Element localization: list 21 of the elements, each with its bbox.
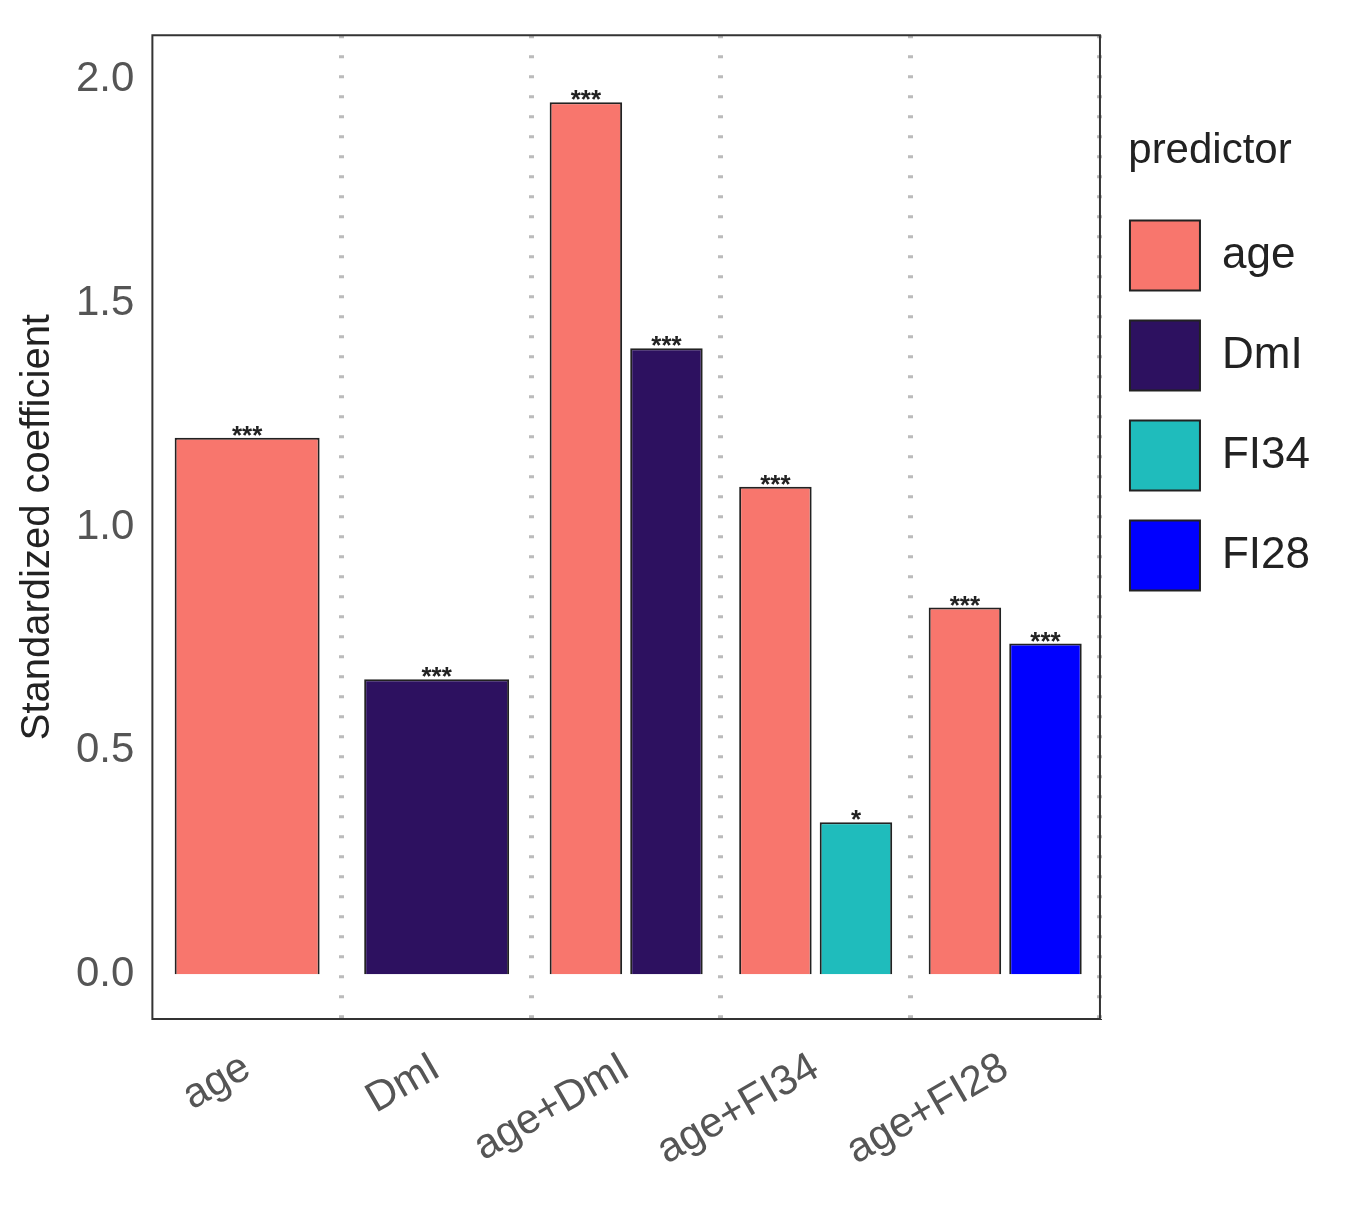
- data-label: ***: [231, 419, 264, 450]
- y-tick-label: 0.0: [76, 947, 135, 995]
- y-tick-label: 1.0: [76, 500, 135, 548]
- data-label: ***: [760, 469, 792, 500]
- x-tick-label: age: [173, 1041, 258, 1118]
- y-axis-title: Standardized coefficient: [13, 314, 58, 741]
- data-label: ***: [421, 661, 453, 692]
- legend-label: FI34: [1221, 427, 1310, 477]
- y-tick-label: 0.5: [76, 724, 135, 772]
- data-label: ***: [570, 84, 602, 115]
- x-tick-label: DmI: [356, 1041, 447, 1122]
- data-label: ***: [949, 589, 981, 620]
- data-label: ***: [651, 330, 683, 361]
- legend-label: age: [1221, 227, 1296, 277]
- legend-label: DmI: [1221, 327, 1303, 377]
- legend-title: predictor: [1128, 124, 1292, 172]
- y-tick-label: 2.0: [76, 53, 135, 101]
- data-label: ***: [1030, 625, 1062, 656]
- y-tick-label: 1.5: [76, 277, 135, 325]
- legend-label: FI28: [1221, 527, 1310, 577]
- data-label: *: [850, 804, 862, 835]
